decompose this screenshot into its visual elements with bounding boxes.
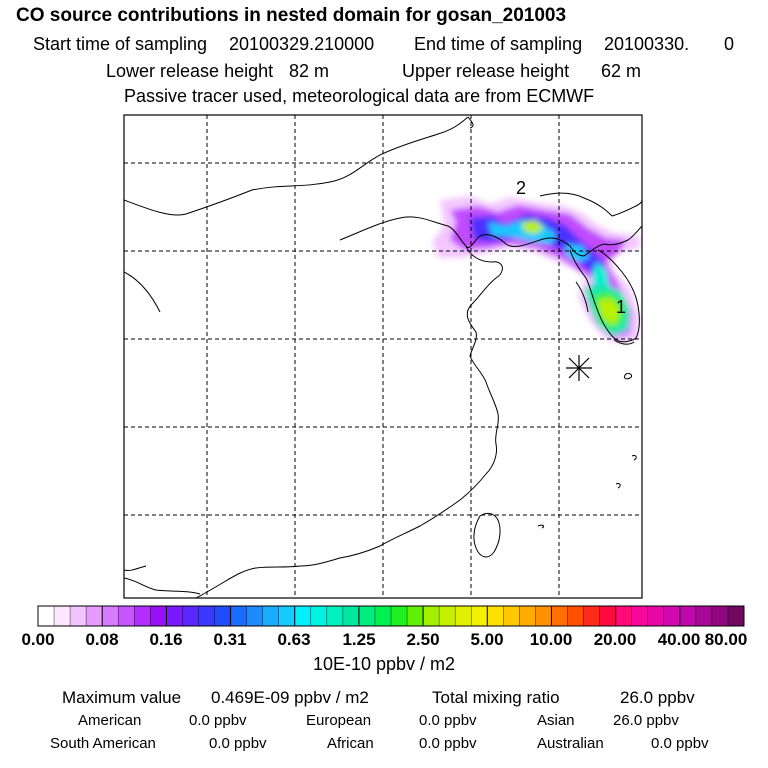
region-name-european: European bbox=[306, 712, 372, 729]
colorbar-cell bbox=[631, 606, 649, 626]
colorbar-units: 10E-10 ppbv / m2 bbox=[312, 654, 456, 674]
map-frame bbox=[123, 114, 643, 599]
region-name-american: American bbox=[78, 712, 142, 729]
colorbar-tick-label: 0.08 bbox=[85, 630, 119, 649]
colorbar-cell bbox=[166, 606, 183, 626]
end-time-value: 20100330. bbox=[604, 34, 690, 54]
colorbar-tick-label: 0.31 bbox=[213, 630, 247, 649]
map-area bbox=[124, 115, 642, 598]
colorbar-cell bbox=[294, 606, 312, 626]
colorbar-cell bbox=[439, 606, 456, 626]
colorbar-cell bbox=[230, 606, 248, 626]
upper-release-value: 62 m bbox=[601, 61, 642, 81]
max-value-label: Maximum value bbox=[62, 688, 182, 707]
colorbar-cell bbox=[70, 606, 87, 626]
source-marker-2: 2 bbox=[516, 178, 526, 198]
colorbar-cell bbox=[182, 606, 199, 626]
colorbar-cell bbox=[423, 606, 440, 626]
total-mixing-value: 26.0 ppbv bbox=[620, 688, 695, 707]
colorbar-tick-label: 5.00 bbox=[470, 630, 504, 649]
colorbar-cell bbox=[310, 606, 328, 626]
region-value-australian: 0.0 ppbv bbox=[651, 735, 709, 752]
colorbar-cell bbox=[102, 606, 119, 626]
region-name-south-american: South American bbox=[50, 735, 156, 752]
colorbar-cell bbox=[519, 606, 536, 626]
colorbar-cell bbox=[487, 606, 504, 626]
end-time-label: End time of sampling bbox=[414, 34, 583, 54]
grid-lines bbox=[124, 115, 642, 598]
colorbar-tick-label: 0.63 bbox=[277, 630, 311, 649]
max-value: 0.469E-09 ppbv / m2 bbox=[211, 688, 369, 707]
colorbar-cell bbox=[663, 606, 681, 626]
colorbar-cell bbox=[326, 606, 344, 626]
colorbar-cell bbox=[342, 606, 360, 626]
colorbar-cell bbox=[86, 606, 103, 626]
total-mixing-label: Total mixing ratio bbox=[432, 688, 560, 707]
concentration-plume bbox=[432, 196, 640, 344]
colorbar-cell bbox=[647, 606, 665, 626]
region-value-asian: 26.0 ppbv bbox=[613, 712, 679, 729]
source-marker-1: 1 bbox=[616, 297, 626, 317]
colorbar-cell bbox=[278, 606, 296, 626]
colorbar-tick-label: 0.00 bbox=[21, 630, 55, 649]
region-name-asian: Asian bbox=[537, 712, 575, 729]
region-value-american: 0.0 ppbv bbox=[189, 712, 247, 729]
region-name-australian: Australian bbox=[537, 735, 604, 752]
colorbar-cell bbox=[711, 606, 729, 626]
colorbar-cell bbox=[118, 606, 135, 626]
start-time-value: 20100329.210000 bbox=[229, 34, 375, 54]
receptor-star-icon bbox=[566, 355, 592, 381]
colorbar-tick-label: 1.25 bbox=[342, 630, 376, 649]
colorbar-cell bbox=[727, 606, 745, 626]
colorbar-cell bbox=[214, 606, 232, 626]
upper-release-label: Upper release height bbox=[402, 61, 570, 81]
region-value-south-american: 0.0 ppbv bbox=[209, 735, 267, 752]
colorbar-cell bbox=[150, 606, 167, 626]
colorbar-tick-label: 20.00 bbox=[593, 630, 637, 649]
colorbar-cell bbox=[374, 606, 392, 626]
colorbar-cell bbox=[198, 606, 215, 626]
plot-title: CO source contributions in nested domain… bbox=[16, 5, 567, 26]
colorbar-cell bbox=[134, 606, 151, 626]
colorbar bbox=[38, 606, 745, 626]
colorbar-tick-label: 10.00 bbox=[529, 630, 573, 649]
end-time-extra: 0 bbox=[724, 34, 735, 54]
colorbar-cell bbox=[246, 606, 264, 626]
colorbar-cell bbox=[54, 606, 71, 626]
colorbar-cell bbox=[407, 606, 424, 626]
region-value-african: 0.0 ppbv bbox=[419, 735, 477, 752]
coastlines bbox=[124, 116, 642, 598]
colorbar-frame bbox=[37, 605, 745, 627]
colorbar-cell bbox=[695, 606, 713, 626]
colorbar-tick-label: 2.50 bbox=[406, 630, 440, 649]
colorbar-cell bbox=[471, 606, 488, 626]
colorbar-cell bbox=[503, 606, 520, 626]
lower-release-label: Lower release height bbox=[106, 61, 274, 81]
colorbar-tick-label: 40.00 bbox=[657, 630, 701, 649]
region-name-african: African bbox=[327, 735, 374, 752]
colorbar-cell bbox=[679, 606, 697, 626]
colorbar-cell bbox=[551, 606, 568, 626]
colorbar-cell bbox=[391, 606, 408, 626]
colorbar-tick-label: 80.00 bbox=[704, 630, 748, 649]
colorbar-cell bbox=[535, 606, 552, 626]
colorbar-cell bbox=[615, 606, 633, 626]
tracer-note: Passive tracer used, meteorological data… bbox=[124, 86, 595, 106]
start-time-label: Start time of sampling bbox=[33, 34, 208, 54]
colorbar-tick-label: 0.16 bbox=[149, 630, 183, 649]
colorbar-cell bbox=[583, 606, 601, 626]
colorbar-cell bbox=[262, 606, 280, 626]
colorbar-cell bbox=[599, 606, 617, 626]
colorbar-cell bbox=[38, 606, 55, 626]
colorbar-cell bbox=[358, 606, 376, 626]
colorbar-cell bbox=[455, 606, 472, 626]
lower-release-value: 82 m bbox=[289, 61, 330, 81]
region-value-european: 0.0 ppbv bbox=[419, 712, 477, 729]
colorbar-cell bbox=[567, 606, 585, 626]
